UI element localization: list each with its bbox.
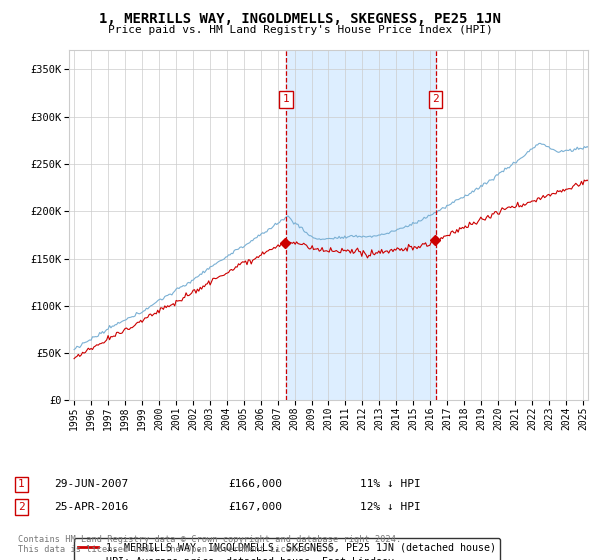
Text: 12% ↓ HPI: 12% ↓ HPI (360, 502, 421, 512)
Legend: 1, MERRILLS WAY, INGOLDMELLS, SKEGNESS, PE25 1JN (detached house), HPI: Average : 1, MERRILLS WAY, INGOLDMELLS, SKEGNESS, … (74, 538, 500, 560)
Text: 11% ↓ HPI: 11% ↓ HPI (360, 479, 421, 489)
Text: Contains HM Land Registry data © Crown copyright and database right 2024.
This d: Contains HM Land Registry data © Crown c… (18, 535, 401, 554)
Text: 25-APR-2016: 25-APR-2016 (54, 502, 128, 512)
Text: 1: 1 (283, 95, 289, 104)
Text: Price paid vs. HM Land Registry's House Price Index (HPI): Price paid vs. HM Land Registry's House … (107, 25, 493, 35)
Text: 2: 2 (18, 502, 25, 512)
Text: 29-JUN-2007: 29-JUN-2007 (54, 479, 128, 489)
Text: 1, MERRILLS WAY, INGOLDMELLS, SKEGNESS, PE25 1JN: 1, MERRILLS WAY, INGOLDMELLS, SKEGNESS, … (99, 12, 501, 26)
Text: 1: 1 (18, 479, 25, 489)
Text: £166,000: £166,000 (228, 479, 282, 489)
Text: £167,000: £167,000 (228, 502, 282, 512)
Text: 2: 2 (433, 95, 439, 104)
